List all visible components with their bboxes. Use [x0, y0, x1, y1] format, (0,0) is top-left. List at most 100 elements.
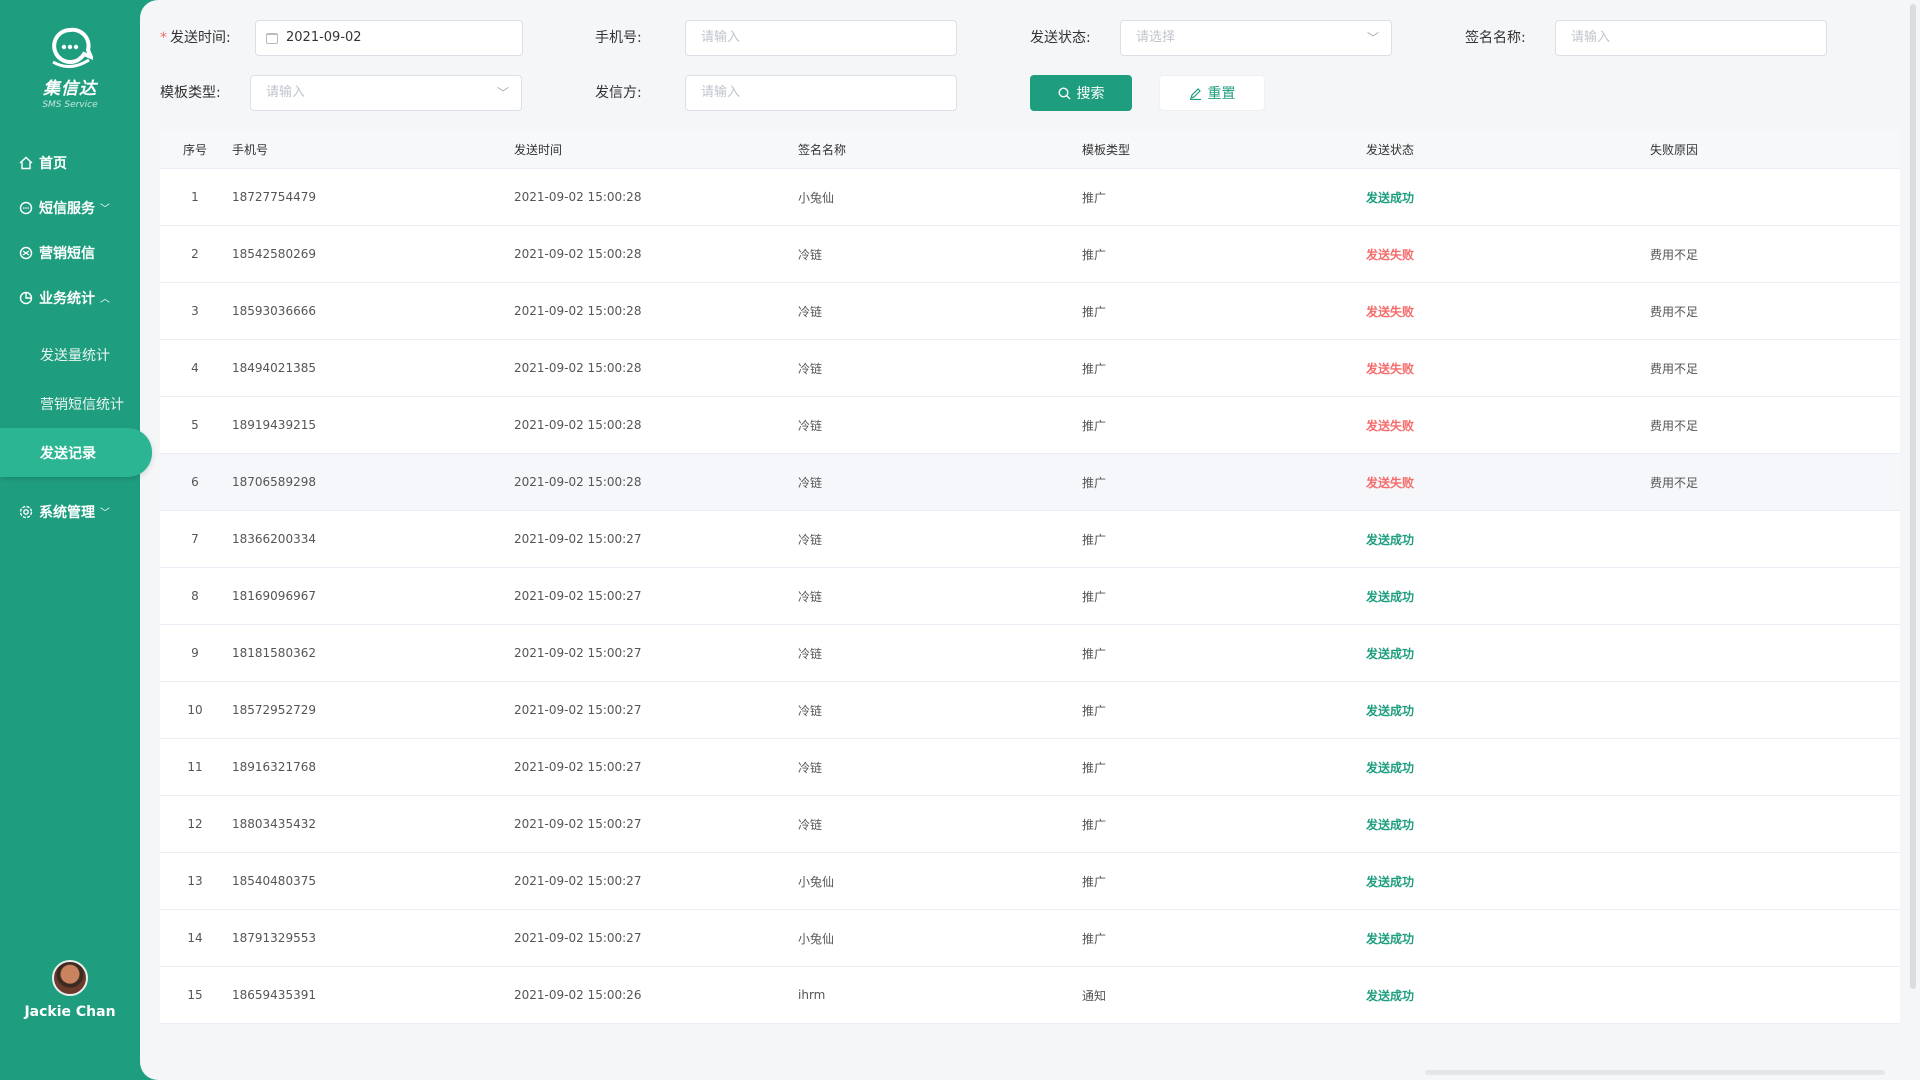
cell-signature: 冷链 [798, 361, 823, 376]
cell-send-time: 2021-09-02 15:00:27 [514, 703, 642, 717]
horizontal-scrollbar[interactable] [1425, 1070, 1885, 1075]
table-row[interactable]: 4 18494021385 2021-09-02 15:00:28 冷链 推广 发送失败 费… [160, 340, 1900, 397]
table-row[interactable]: 10 18572952729 2021-09-02 15:00:27 冷链 推广 发送成功 [160, 682, 1900, 739]
cell-status: 发送成功 [1366, 532, 1415, 547]
cell-index: 3 [191, 304, 199, 318]
phone-input[interactable]: 请输入 [685, 20, 957, 56]
template-label: 模板类型: [160, 85, 221, 101]
cell-signature: 冷链 [798, 247, 823, 262]
table-body: 1 18727754479 2021-09-02 15:00:28 小兔仙 推广 发送成功… [160, 169, 1900, 1024]
cell-template: 通知 [1082, 988, 1107, 1003]
chat-bubble-logo-icon [47, 26, 95, 68]
search-button[interactable]: 搜索 [1030, 75, 1132, 111]
cell-send-time: 2021-09-02 15:00:28 [514, 418, 642, 432]
sidebar: 集信达 SMS Service 首页 短信服务 ﹀ 营销短信 业务统计 ︿ 发送… [0, 0, 152, 1080]
cell-send-time: 2021-09-02 15:00:28 [514, 304, 642, 318]
cell-signature: 冷链 [798, 304, 823, 319]
header-phone: 手机号 [232, 142, 269, 157]
edit-icon [1189, 87, 1201, 100]
cell-send-time: 2021-09-02 15:00:26 [514, 988, 642, 1002]
template-placeholder: 请输入 [266, 85, 306, 100]
sidebar-item-label: 首页 [39, 155, 67, 172]
status-select[interactable]: 请选择 ﹀ [1120, 20, 1392, 56]
cell-phone: 18494021385 [232, 361, 316, 375]
cell-index: 9 [191, 646, 199, 660]
cell-phone: 18659435391 [232, 988, 316, 1002]
cell-send-time: 2021-09-02 15:00:27 [514, 931, 642, 945]
send-time-value: 2021-09-02 [286, 30, 362, 45]
cell-phone: 18169096967 [232, 589, 316, 603]
avatar[interactable] [52, 960, 88, 996]
cell-index: 2 [191, 247, 199, 261]
template-select[interactable]: 请输入 ﹀ [250, 75, 522, 111]
send-time-date-picker[interactable]: 2021-09-02 [255, 20, 523, 56]
user-name: Jackie Chan [24, 1004, 116, 1020]
table-row[interactable]: 12 18803435432 2021-09-02 15:00:27 冷链 推广 发送成功 [160, 796, 1900, 853]
brand-logo[interactable]: 集信达 SMS Service [0, 26, 140, 110]
table-row[interactable]: 6 18706589298 2021-09-02 15:00:28 冷链 推广 发送失败 费… [160, 454, 1900, 511]
cell-signature: 冷链 [798, 760, 823, 775]
sender-input[interactable]: 请输入 [685, 75, 957, 111]
cell-phone: 18181580362 [232, 646, 316, 660]
sidebar-subitem-marketing-stats[interactable]: 营销短信统计 [0, 379, 140, 428]
reset-button-label: 重置 [1207, 86, 1236, 102]
cell-index: 5 [191, 418, 199, 432]
signature-input[interactable]: 请输入 [1555, 20, 1827, 56]
table-row[interactable]: 2 18542580269 2021-09-02 15:00:28 冷链 推广 发送失败 费… [160, 226, 1900, 283]
reset-button[interactable]: 重置 [1159, 75, 1265, 111]
cell-template: 推广 [1082, 931, 1107, 946]
table-row[interactable]: 11 18916321768 2021-09-02 15:00:27 冷链 推广 发送成功 [160, 739, 1900, 796]
cell-index: 10 [187, 703, 203, 717]
table-row[interactable]: 1 18727754479 2021-09-02 15:00:28 小兔仙 推广 发送成功 [160, 169, 1900, 226]
table-row[interactable]: 14 18791329553 2021-09-02 15:00:27 小兔仙 推广 发送成… [160, 910, 1900, 967]
sidebar-subitem-send-records[interactable]: 发送记录 [0, 428, 152, 477]
cell-index: 15 [187, 988, 203, 1002]
vertical-scrollbar[interactable] [1910, 4, 1916, 989]
cell-signature: 冷链 [798, 646, 823, 661]
cell-phone: 18366200334 [232, 532, 316, 546]
cell-signature: 小兔仙 [798, 931, 835, 946]
required-mark: * [160, 30, 167, 46]
cell-index: 4 [191, 361, 199, 375]
pie-chart-icon [19, 291, 33, 304]
sidebar-item-home[interactable]: 首页 [0, 140, 140, 185]
sidebar-item-business-stats[interactable]: 业务统计 ︿ [0, 275, 140, 320]
table-row[interactable]: 13 18540480375 2021-09-02 15:00:27 小兔仙 推广 发送成… [160, 853, 1900, 910]
cell-send-time: 2021-09-02 15:00:27 [514, 874, 642, 888]
cell-send-time: 2021-09-02 15:00:27 [514, 589, 642, 603]
sidebar-item-label: 发送量统计 [40, 347, 110, 364]
user-profile[interactable]: Jackie Chan [0, 960, 140, 1020]
cell-template: 推广 [1082, 304, 1107, 319]
status-label: 发送状态: [1030, 30, 1091, 46]
table-row[interactable]: 9 18181580362 2021-09-02 15:00:27 冷链 推广 发送成功 [160, 625, 1900, 682]
table-row[interactable]: 3 18593036666 2021-09-02 15:00:28 冷链 推广 发送失败 费… [160, 283, 1900, 340]
cell-send-time: 2021-09-02 15:00:28 [514, 190, 642, 204]
cell-status: 发送成功 [1366, 988, 1415, 1003]
cell-fail-reason: 费用不足 [1650, 418, 1699, 433]
cell-index: 12 [187, 817, 203, 831]
sidebar-item-label: 发送记录 [40, 445, 96, 462]
chevron-down-icon: ﹀ [100, 204, 110, 215]
phone-label: 手机号: [595, 30, 642, 46]
table-row[interactable]: 7 18366200334 2021-09-02 15:00:27 冷链 推广 发送成功 [160, 511, 1900, 568]
cell-phone: 18572952729 [232, 703, 316, 717]
cell-phone: 18540480375 [232, 874, 316, 888]
send-time-label: * 发送时间: [160, 20, 231, 56]
sidebar-subitem-send-stats[interactable]: 发送量统计 [0, 330, 140, 379]
sidebar-item-system-mgmt[interactable]: 系统管理 ﹀ [0, 489, 140, 534]
cell-send-time: 2021-09-02 15:00:27 [514, 760, 642, 774]
status-placeholder: 请选择 [1136, 30, 1176, 45]
cell-status: 发送失败 [1366, 418, 1415, 433]
table-row[interactable]: 8 18169096967 2021-09-02 15:00:27 冷链 推广 发送成功 [160, 568, 1900, 625]
gear-icon [19, 505, 33, 518]
cell-index: 7 [191, 532, 199, 546]
sidebar-item-label: 营销短信统计 [40, 396, 124, 413]
table-row[interactable]: 5 18919439215 2021-09-02 15:00:28 冷链 推广 发送失败 费… [160, 397, 1900, 454]
sidebar-item-marketing-sms[interactable]: 营销短信 [0, 230, 140, 275]
sidebar-item-sms-service[interactable]: 短信服务 ﹀ [0, 185, 140, 230]
table-row[interactable]: 15 18659435391 2021-09-02 15:00:26 ihrm 通知 发送… [160, 967, 1900, 1024]
chevron-down-icon: ﹀ [1366, 31, 1379, 45]
cell-index: 8 [191, 589, 199, 603]
cell-status: 发送成功 [1366, 589, 1415, 604]
sender-label: 发信方: [595, 85, 642, 101]
